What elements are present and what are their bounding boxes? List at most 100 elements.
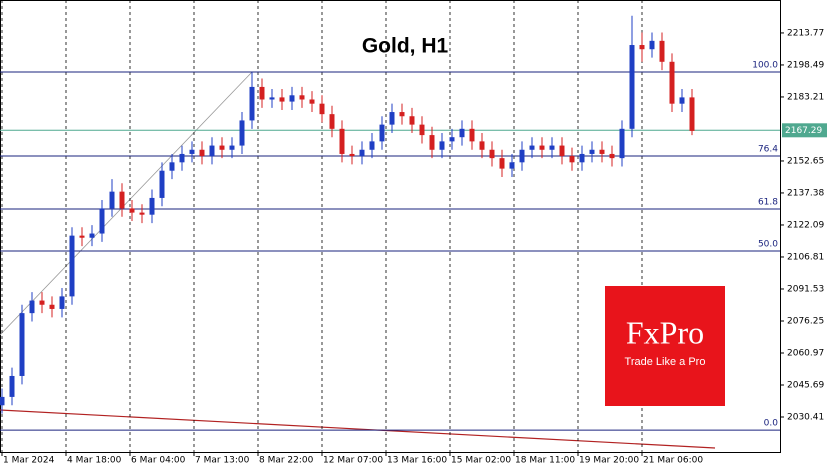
candle-body [629, 45, 635, 129]
logo-box [605, 286, 725, 406]
candle-body [419, 124, 425, 136]
candle-body [599, 149, 605, 154]
x-tick-label: 13 Mar 16:00 [387, 456, 447, 466]
candle-body [0, 396, 5, 406]
candle-body [199, 149, 205, 157]
candle-body [349, 153, 355, 157]
x-tick-label: 12 Mar 07:00 [323, 456, 383, 466]
candle-body [9, 375, 15, 397]
candle-body [569, 156, 575, 163]
candle-body [479, 141, 485, 150]
candle-body [109, 191, 115, 209]
candle-body [469, 128, 475, 142]
candle-body [679, 97, 685, 104]
candle-body [19, 313, 25, 376]
candle-body [79, 235, 85, 238]
y-tick-label: 2213.77 [787, 28, 824, 38]
x-tick-label: 7 Mar 13:00 [195, 456, 250, 466]
candle-body [319, 103, 325, 115]
y-tick-label: 2137.38 [787, 188, 824, 198]
logo-tagline: Trade Like a Pro [625, 356, 706, 368]
candle-body [89, 233, 95, 238]
candle-body [509, 162, 515, 169]
candle-body [379, 124, 385, 142]
candle-body [49, 304, 55, 309]
candle-body [139, 212, 145, 215]
candle-body [269, 97, 275, 100]
candle-body [359, 149, 365, 157]
candle-body [149, 197, 155, 215]
y-tick-label: 2198.49 [787, 60, 824, 70]
candle-body [449, 137, 455, 142]
candle-body [589, 149, 595, 154]
y-tick-label: 2060.97 [787, 348, 824, 358]
candle-body [279, 97, 285, 102]
candle-body [99, 208, 105, 234]
candle-body [499, 158, 505, 169]
candle-body [249, 86, 255, 121]
y-tick-label: 2091.53 [787, 284, 824, 294]
candle-body [209, 145, 215, 157]
candle-body [169, 162, 175, 171]
candle-body [489, 149, 495, 159]
candle-body [369, 141, 375, 150]
y-tick-label: 2030.41 [787, 413, 824, 423]
candle-body [259, 86, 265, 100]
candle-body [609, 153, 615, 159]
x-tick-label: 4 Mar 18:00 [67, 456, 122, 466]
y-tick-label: 2122.09 [787, 220, 824, 230]
candle-body [559, 145, 565, 157]
x-tick-label: 1 Mar 2024 [3, 456, 55, 466]
y-tick-label: 2106.81 [787, 252, 824, 262]
candle-body [229, 145, 235, 150]
candle-body [619, 128, 625, 159]
y-tick-label: 2045.69 [787, 380, 824, 390]
candle-body [189, 149, 195, 154]
x-tick-label: 6 Mar 04:00 [131, 456, 186, 466]
candle-body [239, 120, 245, 146]
x-tick-label: 19 Mar 20:00 [579, 456, 639, 466]
candle-body [309, 99, 315, 104]
chart-title: Gold, H1 [362, 35, 449, 58]
candle-body [59, 296, 65, 309]
candle-body [29, 300, 35, 314]
last-price-label: 2167.29 [785, 126, 822, 136]
candle-body [289, 95, 295, 102]
candle-body [39, 300, 45, 305]
fib-label: 50.0 [758, 239, 778, 249]
candle-body [179, 153, 185, 163]
candle-body [329, 114, 335, 129]
x-tick-label: 15 Mar 02:00 [451, 456, 511, 466]
candle-body [119, 191, 125, 209]
x-tick-label: 8 Mar 22:00 [259, 456, 314, 466]
candle-body [439, 141, 445, 150]
candle-body [409, 116, 415, 125]
candle-body [159, 170, 165, 198]
candle-body [219, 145, 225, 150]
x-tick-label: 18 Mar 11:00 [515, 456, 575, 466]
trend-line [0, 409, 716, 449]
candle-body [129, 208, 135, 213]
candle-body [549, 145, 555, 150]
y-tick-label: 2183.21 [787, 92, 824, 102]
candle-body [529, 145, 535, 150]
logo-brand: FxPro [626, 314, 704, 350]
candle-body [639, 45, 645, 50]
y-tick-label: 2076.25 [787, 316, 824, 326]
fib-label: 100.0 [752, 60, 778, 70]
x-tick-label: 21 Mar 06:00 [643, 456, 703, 466]
candle-body [669, 61, 675, 104]
candle-body [339, 128, 345, 154]
candle-body [579, 153, 585, 163]
candle-body [539, 145, 545, 150]
candle-body [649, 40, 655, 50]
y-tick-label: 2152.65 [787, 156, 824, 166]
last-price-box [782, 123, 827, 138]
fib-label: 76.4 [758, 144, 778, 154]
candle-body [69, 235, 75, 297]
trend-line [0, 71, 253, 336]
candle-body [429, 135, 435, 150]
fib-label: 0.0 [764, 419, 779, 429]
fib-label: 61.8 [758, 197, 778, 207]
